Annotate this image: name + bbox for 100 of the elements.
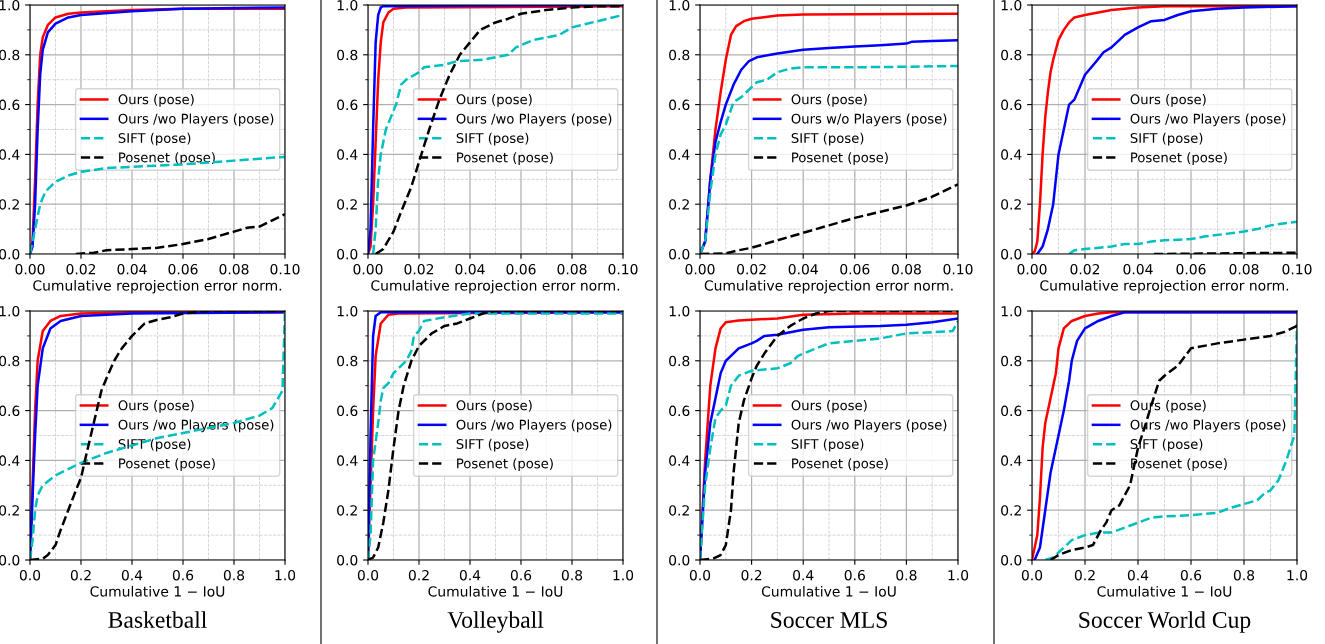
x-tick-label: 0.10	[1282, 263, 1312, 275]
legend-label: Ours (pose)	[1130, 400, 1206, 413]
y-tick-label: 0.0	[1001, 248, 1022, 260]
legend-label: Ours /wo Players (pose)	[1130, 113, 1286, 127]
x-tick-label: 0.08	[1229, 263, 1259, 275]
y-tick-label: 1.0	[0, 305, 20, 317]
y-tick-label: 0.8	[669, 355, 690, 367]
y-tick-label: 0.2	[669, 199, 689, 210]
x-tick-label: 0.00	[1017, 263, 1047, 275]
x-tick-label: 0.8	[223, 569, 245, 581]
x-tick-label: 0.06	[840, 263, 870, 275]
legend-label: Posenet (pose)	[119, 152, 215, 165]
x-tick-label: 0.02	[404, 263, 434, 275]
y-tick-label: 0.0	[1001, 554, 1022, 566]
y-tick-label: 0.8	[0, 49, 20, 61]
x-axis-title: Cumulative 1 − IoU	[761, 585, 896, 597]
legend-label: Ours /wo Players (pose)	[791, 419, 947, 433]
y-tick-label: 0.4	[669, 455, 690, 466]
x-axis-title: Cumulative 1 − IoU	[90, 585, 225, 597]
y-tick-label: 0.0	[669, 554, 690, 566]
y-tick-label: 0.0	[669, 248, 690, 260]
legend-label: Ours (pose)	[791, 94, 867, 107]
legend-label: Ours /wo Players (pose)	[118, 113, 274, 127]
y-tick-label: 0.2	[1001, 505, 1021, 516]
y-tick-label: 0.0	[0, 554, 20, 566]
legend-label: Posenet (pose)	[119, 458, 215, 471]
x-tick-label: 0.00	[685, 263, 715, 275]
x-tick-label: 0.6	[510, 569, 532, 581]
legend-label: Ours /wo Players (pose)	[456, 113, 612, 127]
legend-label: Posenet (pose)	[792, 458, 888, 471]
legend-label: SIFT (pose)	[791, 438, 864, 452]
y-tick-label: 1.0	[0, 0, 20, 11]
legend-label: Posenet (pose)	[457, 152, 553, 165]
y-tick-label: 0.8	[337, 355, 358, 367]
y-tick-label: 0.2	[0, 505, 19, 516]
x-tick-label: 0.10	[270, 263, 300, 275]
legend-label: Ours (pose)	[118, 400, 194, 413]
y-tick-label: 0.6	[1001, 405, 1022, 417]
legend-label: Ours /wo Players (pose)	[1130, 419, 1286, 433]
y-tick-label: 0.8	[0, 355, 20, 367]
y-tick-label: 0.4	[0, 149, 20, 160]
x-tick-label: 0.10	[943, 263, 973, 275]
text: Soccer MLS	[771, 612, 887, 628]
x-tick-label: 1.0	[1287, 569, 1308, 581]
x-tick-label: 0.04	[455, 263, 485, 275]
y-tick-label: 0.6	[0, 405, 20, 417]
y-tick-label: 0.4	[337, 149, 358, 160]
x-tick-label: 0.04	[788, 263, 818, 275]
legend-label: SIFT (pose)	[456, 132, 529, 146]
x-tick-label: 0.8	[896, 569, 917, 581]
legend-label: Posenet (pose)	[792, 152, 888, 165]
y-tick-label: 0.2	[337, 505, 357, 516]
y-tick-label: 0.8	[337, 49, 358, 61]
x-tick-label: 0.02	[66, 263, 96, 275]
x-tick-label: 0.0	[19, 569, 41, 581]
x-tick-label: 0.04	[117, 263, 147, 275]
legend-label: Ours (pose)	[118, 94, 194, 107]
legend-label: SIFT (pose)	[791, 132, 864, 146]
y-tick-label: 0.6	[0, 99, 20, 111]
y-tick-label: 0.4	[669, 149, 690, 160]
x-tick-label: 0.0	[689, 569, 711, 581]
x-tick-label: 0.0	[357, 569, 379, 581]
x-tick-label: 0.04	[1123, 263, 1153, 275]
y-tick-label: 1.0	[337, 305, 358, 317]
text: Soccer World Cup	[1079, 611, 1251, 633]
y-tick-label: 1.0	[669, 305, 690, 317]
legend-label: Ours (pose)	[456, 94, 532, 107]
y-tick-label: 0.2	[1001, 199, 1021, 210]
y-tick-label: 1.0	[337, 0, 358, 11]
x-axis-title: Cumulative reprojection error norm.	[1040, 279, 1289, 294]
y-tick-label: 1.0	[669, 0, 690, 11]
x-tick-label: 0.6	[172, 569, 194, 581]
legend-label: Ours (pose)	[791, 400, 867, 413]
y-tick-label: 0.6	[669, 99, 690, 111]
y-tick-label: 0.6	[669, 405, 690, 417]
x-tick-label: 0.6	[1180, 569, 1202, 581]
legend-label: SIFT (pose)	[1130, 438, 1203, 452]
y-tick-label: 0.4	[0, 455, 20, 466]
y-tick-label: 0.4	[1001, 455, 1022, 466]
x-axis-title: Cumulative 1 − IoU	[1097, 585, 1232, 597]
x-tick-label: 0.4	[793, 569, 814, 581]
x-tick-label: 0.6	[844, 569, 865, 581]
y-tick-label: 0.4	[1001, 149, 1022, 160]
y-tick-label: 1.0	[1001, 305, 1022, 317]
y-tick-label: 0.8	[1001, 355, 1022, 367]
y-tick-label: 0.6	[337, 405, 358, 417]
x-tick-label: 0.2	[1074, 569, 1095, 581]
x-tick-label: 0.08	[891, 263, 921, 275]
x-tick-label: 0.2	[70, 569, 91, 581]
x-tick-label: 0.08	[219, 263, 249, 275]
x-tick-label: 0.4	[1127, 569, 1149, 581]
x-tick-label: 0.00	[353, 263, 383, 275]
y-tick-label: 0.8	[669, 49, 690, 61]
x-tick-label: 0.08	[557, 263, 587, 275]
x-tick-label: 0.8	[561, 569, 583, 581]
x-tick-label: 0.0	[1021, 569, 1043, 581]
x-tick-label: 0.06	[168, 263, 198, 275]
y-tick-label: 0.6	[1001, 99, 1022, 111]
y-tick-label: 0.2	[0, 199, 19, 210]
y-tick-label: 0.6	[337, 99, 358, 111]
